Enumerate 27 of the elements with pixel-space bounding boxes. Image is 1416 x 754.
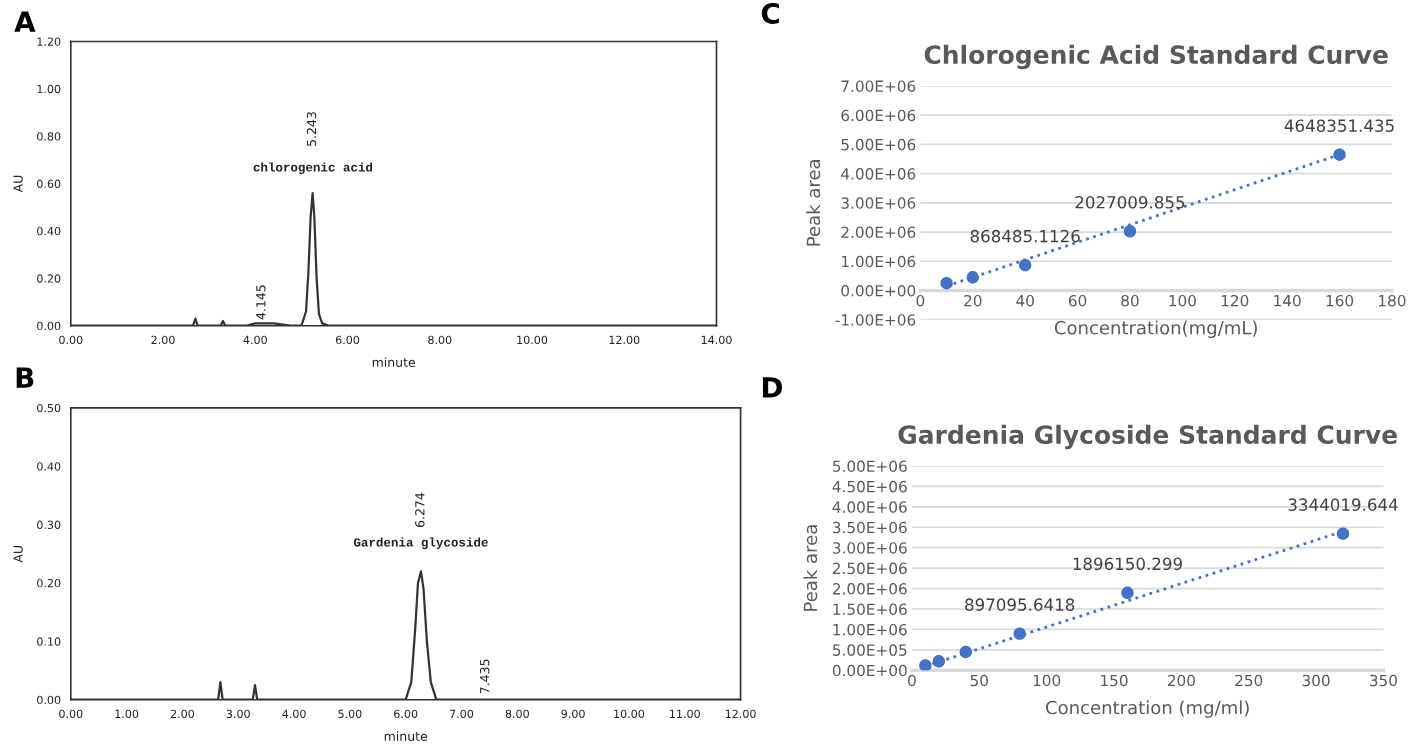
point bbox=[959, 645, 972, 659]
y-axis-title: Peak area bbox=[806, 160, 821, 246]
data-label: 868485.1126 bbox=[970, 229, 1080, 243]
text: A bbox=[14, 11, 36, 32]
x-axis-title: Concentration(mg/mL) bbox=[1054, 320, 1257, 339]
point bbox=[1333, 148, 1346, 161]
point bbox=[919, 659, 932, 671]
point bbox=[1336, 527, 1350, 540]
point bbox=[1018, 258, 1032, 272]
data-label: 2027009.855 bbox=[1075, 195, 1185, 209]
data-label: 3344019.644 bbox=[1288, 498, 1398, 511]
text: B bbox=[16, 367, 34, 388]
y-axis-title: Peak area bbox=[803, 525, 818, 611]
point bbox=[966, 271, 979, 284]
point bbox=[940, 276, 953, 290]
data-label: 897095.6418 bbox=[965, 598, 1075, 611]
point bbox=[932, 655, 946, 668]
chart-title: Chlorogenic Acid Standard Curve bbox=[924, 44, 1388, 70]
x-axis-title: Concentration (mg/ml) bbox=[1046, 700, 1249, 718]
text: C bbox=[761, 2, 779, 24]
text: D bbox=[762, 377, 782, 398]
chart-title: Gardenia Glycoside Standard Curve bbox=[898, 424, 1397, 450]
point bbox=[1013, 627, 1026, 640]
point bbox=[1123, 225, 1137, 238]
point bbox=[1121, 586, 1134, 600]
data-label: 4648351.435 bbox=[1284, 119, 1394, 132]
data-label: 1896150.299 bbox=[1073, 557, 1182, 571]
